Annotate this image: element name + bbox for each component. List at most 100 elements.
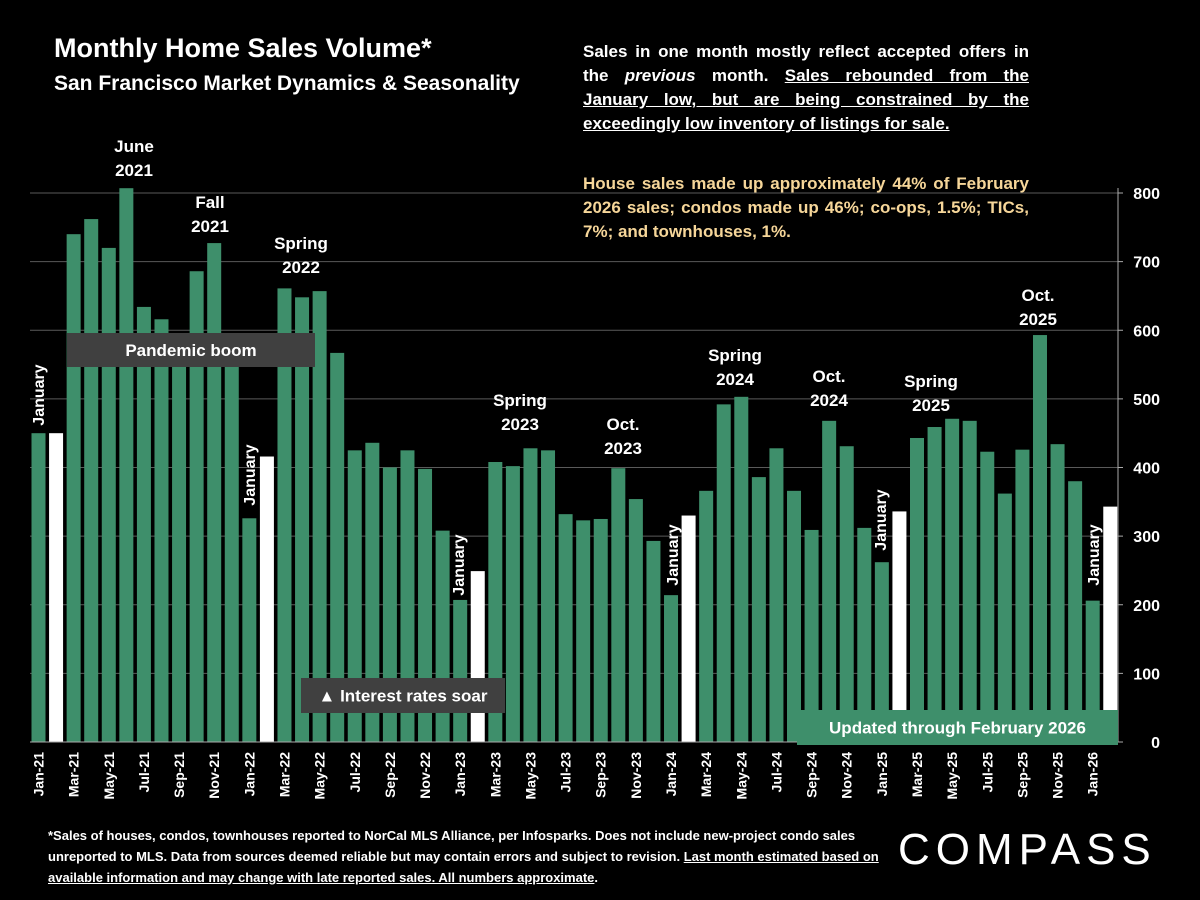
x-tick-label: Jul-25	[979, 752, 995, 793]
x-tick-label: Nov-21	[206, 752, 222, 799]
bar	[927, 427, 942, 742]
footnote-text: Last month estimated based on available …	[48, 849, 879, 885]
x-tick-label: May-24	[733, 752, 749, 800]
bar	[66, 234, 81, 743]
bar	[382, 467, 397, 742]
x-tick-label: Mar-24	[698, 752, 714, 797]
bar	[84, 219, 99, 742]
bar	[207, 243, 222, 742]
bar	[664, 595, 679, 742]
bar	[347, 450, 362, 742]
annotation-vertical: January	[665, 524, 682, 585]
chart-subtitle: San Francisco Market Dynamics & Seasonal…	[54, 72, 520, 95]
bar	[101, 247, 116, 742]
bar	[154, 319, 169, 742]
footnote-text: .	[594, 870, 599, 885]
x-tick-label: Jul-24	[768, 752, 784, 793]
annotation-vertical: January	[873, 489, 890, 550]
bar	[945, 418, 960, 742]
bar	[839, 446, 854, 742]
label-box	[797, 710, 1118, 745]
bar	[1068, 481, 1083, 742]
note-text: month.	[695, 66, 785, 85]
bar	[136, 306, 151, 742]
annotation: 2023	[501, 415, 539, 434]
bar	[1050, 444, 1065, 742]
bar	[734, 396, 749, 742]
bar	[716, 404, 731, 742]
logo: COMPASS	[898, 825, 1157, 874]
bar	[769, 448, 784, 742]
bar	[646, 540, 661, 742]
annotation-vertical: January	[451, 534, 468, 595]
bar	[611, 468, 626, 742]
x-tick-label: May-22	[312, 752, 328, 800]
x-tick-label: May-21	[101, 752, 117, 800]
x-tick-label: Mar-21	[66, 752, 82, 797]
bar	[277, 288, 292, 742]
x-tick-label: Sep-24	[804, 752, 820, 798]
bar	[997, 493, 1012, 742]
y-tick-label: 300	[1133, 529, 1160, 546]
chart-title: Monthly Home Sales Volume*	[54, 33, 432, 63]
y-tick-label: 800	[1133, 186, 1160, 203]
annotation: Oct.	[606, 415, 639, 434]
bar	[189, 271, 204, 742]
bar	[699, 490, 714, 742]
annotation: Spring	[493, 391, 547, 410]
bar	[400, 450, 415, 742]
annotation: 2024	[810, 391, 848, 410]
x-tick-label: Sep-23	[593, 752, 609, 798]
x-tick-label: Jul-23	[558, 752, 574, 793]
annotation: Spring	[708, 346, 762, 365]
note-text: previous	[624, 66, 696, 85]
bar	[312, 291, 327, 742]
bar	[751, 477, 766, 742]
bar	[787, 490, 802, 742]
y-tick-label: 700	[1133, 255, 1160, 272]
label-box	[67, 333, 315, 367]
bar	[488, 462, 503, 742]
x-tick-label: Jan-23	[452, 752, 468, 797]
bar	[541, 450, 556, 742]
bar	[681, 515, 696, 742]
x-tick-label: Jan-26	[1085, 752, 1101, 797]
annotation: Oct.	[1021, 286, 1054, 305]
bar	[49, 433, 64, 742]
bar	[295, 297, 310, 742]
bar	[576, 520, 591, 742]
bar	[453, 599, 468, 742]
annotation-vertical: January	[31, 364, 48, 425]
bar	[1103, 506, 1118, 742]
x-tick-label: Mar-25	[909, 752, 925, 797]
bar	[224, 364, 239, 742]
y-tick-label: 600	[1133, 323, 1160, 340]
x-tick-label: Sep-21	[171, 752, 187, 798]
annotation: June	[114, 137, 154, 156]
y-tick-label: 100	[1133, 666, 1160, 683]
bar	[365, 442, 380, 742]
bar	[910, 437, 924, 742]
annotation: 2025	[912, 396, 950, 415]
x-tick-label: Jan-25	[874, 752, 890, 797]
y-tick-label: 500	[1133, 392, 1160, 409]
bar	[523, 448, 538, 742]
bar	[804, 529, 819, 742]
x-tick-label: Jul-21	[136, 752, 152, 793]
box-label: Updated through February 2026	[829, 719, 1086, 738]
bar	[962, 420, 977, 742]
x-tick-label: May-25	[944, 752, 960, 800]
bar	[119, 188, 134, 743]
bar	[330, 352, 345, 742]
bar	[172, 350, 187, 742]
footnote-text: *Sales of houses, condos, townhouses rep…	[48, 828, 856, 864]
x-tick-label: Nov-24	[839, 752, 855, 799]
note-paragraph: Sales in one month mostly reflect accept…	[583, 40, 1029, 136]
bar	[593, 518, 608, 742]
annotation: Fall	[195, 193, 224, 212]
bar	[874, 562, 889, 742]
footnote: *Sales of houses, condos, townhouses rep…	[48, 825, 888, 888]
y-tick-label: 200	[1133, 598, 1160, 615]
x-tick-label: Sep-25	[1014, 752, 1030, 798]
